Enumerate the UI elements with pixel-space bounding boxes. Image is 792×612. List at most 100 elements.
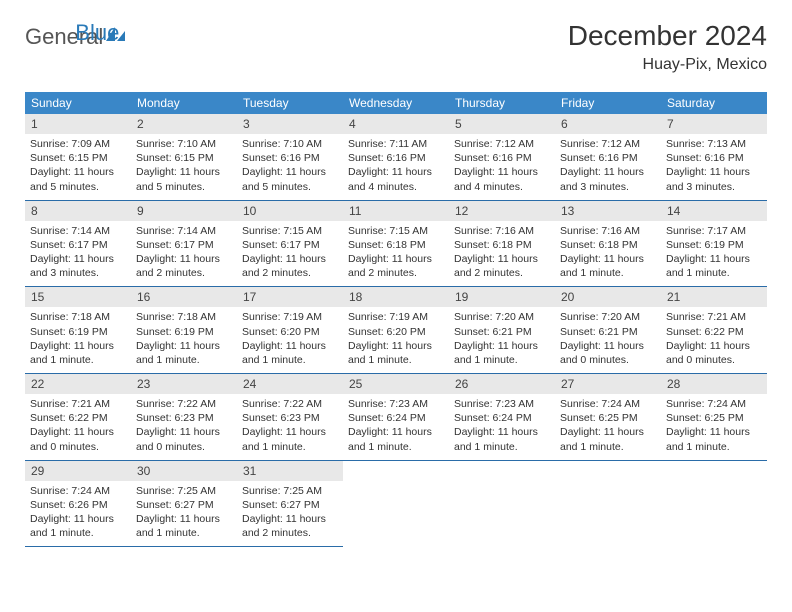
- day-details: Sunrise: 7:18 AMSunset: 6:19 PMDaylight:…: [131, 307, 237, 373]
- day-details: Sunrise: 7:11 AMSunset: 6:16 PMDaylight:…: [343, 134, 449, 200]
- day-number: 10: [237, 201, 343, 221]
- day-number: 22: [25, 374, 131, 394]
- calendar-week-row: 29Sunrise: 7:24 AMSunset: 6:26 PMDayligh…: [25, 460, 767, 547]
- day-number: 17: [237, 287, 343, 307]
- day-number: 14: [661, 201, 767, 221]
- weekday-header: Sunday: [25, 92, 131, 114]
- calendar-table: SundayMondayTuesdayWednesdayThursdayFrid…: [25, 92, 767, 547]
- calendar-day-cell: 24Sunrise: 7:22 AMSunset: 6:23 PMDayligh…: [237, 374, 343, 461]
- calendar-day-cell: 23Sunrise: 7:22 AMSunset: 6:23 PMDayligh…: [131, 374, 237, 461]
- day-details: Sunrise: 7:13 AMSunset: 6:16 PMDaylight:…: [661, 134, 767, 200]
- day-number: 6: [555, 114, 661, 134]
- day-number: 24: [237, 374, 343, 394]
- calendar-week-row: 1Sunrise: 7:09 AMSunset: 6:15 PMDaylight…: [25, 114, 767, 200]
- day-details: Sunrise: 7:10 AMSunset: 6:16 PMDaylight:…: [237, 134, 343, 200]
- calendar-day-cell: 25Sunrise: 7:23 AMSunset: 6:24 PMDayligh…: [343, 374, 449, 461]
- calendar-day-cell: 11Sunrise: 7:15 AMSunset: 6:18 PMDayligh…: [343, 200, 449, 287]
- calendar-day-cell: 13Sunrise: 7:16 AMSunset: 6:18 PMDayligh…: [555, 200, 661, 287]
- day-number: 19: [449, 287, 555, 307]
- weekday-header: Tuesday: [237, 92, 343, 114]
- day-details: Sunrise: 7:21 AMSunset: 6:22 PMDaylight:…: [661, 307, 767, 373]
- day-details: Sunrise: 7:24 AMSunset: 6:26 PMDaylight:…: [25, 481, 131, 547]
- day-number: 15: [25, 287, 131, 307]
- calendar-day-cell: [343, 460, 449, 547]
- calendar-day-cell: 3Sunrise: 7:10 AMSunset: 6:16 PMDaylight…: [237, 114, 343, 200]
- day-details: Sunrise: 7:23 AMSunset: 6:24 PMDaylight:…: [343, 394, 449, 460]
- day-details: Sunrise: 7:22 AMSunset: 6:23 PMDaylight:…: [237, 394, 343, 460]
- calendar-day-cell: 6Sunrise: 7:12 AMSunset: 6:16 PMDaylight…: [555, 114, 661, 200]
- day-number: 21: [661, 287, 767, 307]
- day-number: 9: [131, 201, 237, 221]
- calendar-day-cell: 9Sunrise: 7:14 AMSunset: 6:17 PMDaylight…: [131, 200, 237, 287]
- calendar-day-cell: 7Sunrise: 7:13 AMSunset: 6:16 PMDaylight…: [661, 114, 767, 200]
- day-number: 7: [661, 114, 767, 134]
- calendar-day-cell: 10Sunrise: 7:15 AMSunset: 6:17 PMDayligh…: [237, 200, 343, 287]
- day-details: Sunrise: 7:23 AMSunset: 6:24 PMDaylight:…: [449, 394, 555, 460]
- day-number: 25: [343, 374, 449, 394]
- day-number: 2: [131, 114, 237, 134]
- calendar-day-cell: 26Sunrise: 7:23 AMSunset: 6:24 PMDayligh…: [449, 374, 555, 461]
- day-details: Sunrise: 7:20 AMSunset: 6:21 PMDaylight:…: [555, 307, 661, 373]
- day-number: 28: [661, 374, 767, 394]
- calendar-week-row: 22Sunrise: 7:21 AMSunset: 6:22 PMDayligh…: [25, 374, 767, 461]
- day-number: 30: [131, 461, 237, 481]
- calendar-body: 1Sunrise: 7:09 AMSunset: 6:15 PMDaylight…: [25, 114, 767, 547]
- calendar-day-cell: 8Sunrise: 7:14 AMSunset: 6:17 PMDaylight…: [25, 200, 131, 287]
- title-block: December 2024 Huay-Pix, Mexico: [568, 20, 767, 74]
- day-details: Sunrise: 7:24 AMSunset: 6:25 PMDaylight:…: [661, 394, 767, 460]
- weekday-header: Wednesday: [343, 92, 449, 114]
- calendar-day-cell: 2Sunrise: 7:10 AMSunset: 6:15 PMDaylight…: [131, 114, 237, 200]
- calendar-day-cell: 22Sunrise: 7:21 AMSunset: 6:22 PMDayligh…: [25, 374, 131, 461]
- day-details: Sunrise: 7:18 AMSunset: 6:19 PMDaylight:…: [25, 307, 131, 373]
- calendar-day-cell: [555, 460, 661, 547]
- weekday-header: Thursday: [449, 92, 555, 114]
- calendar-day-cell: 27Sunrise: 7:24 AMSunset: 6:25 PMDayligh…: [555, 374, 661, 461]
- day-number: 20: [555, 287, 661, 307]
- weekday-header: Monday: [131, 92, 237, 114]
- day-details: Sunrise: 7:21 AMSunset: 6:22 PMDaylight:…: [25, 394, 131, 460]
- day-details: Sunrise: 7:12 AMSunset: 6:16 PMDaylight:…: [449, 134, 555, 200]
- day-details: Sunrise: 7:12 AMSunset: 6:16 PMDaylight:…: [555, 134, 661, 200]
- day-details: Sunrise: 7:15 AMSunset: 6:18 PMDaylight:…: [343, 221, 449, 287]
- day-details: Sunrise: 7:24 AMSunset: 6:25 PMDaylight:…: [555, 394, 661, 460]
- calendar-day-cell: 14Sunrise: 7:17 AMSunset: 6:19 PMDayligh…: [661, 200, 767, 287]
- day-number: 1: [25, 114, 131, 134]
- weekday-header: Friday: [555, 92, 661, 114]
- location: Huay-Pix, Mexico: [568, 56, 767, 74]
- calendar-day-cell: 1Sunrise: 7:09 AMSunset: 6:15 PMDaylight…: [25, 114, 131, 200]
- day-details: Sunrise: 7:19 AMSunset: 6:20 PMDaylight:…: [237, 307, 343, 373]
- day-number: 18: [343, 287, 449, 307]
- calendar-day-cell: 31Sunrise: 7:25 AMSunset: 6:27 PMDayligh…: [237, 460, 343, 547]
- calendar-week-row: 8Sunrise: 7:14 AMSunset: 6:17 PMDaylight…: [25, 200, 767, 287]
- header: General Blue December 2024 Huay-Pix, Mex…: [25, 20, 767, 74]
- day-details: Sunrise: 7:17 AMSunset: 6:19 PMDaylight:…: [661, 221, 767, 287]
- day-details: Sunrise: 7:20 AMSunset: 6:21 PMDaylight:…: [449, 307, 555, 373]
- day-number: 3: [237, 114, 343, 134]
- day-number: 4: [343, 114, 449, 134]
- day-details: Sunrise: 7:14 AMSunset: 6:17 PMDaylight:…: [131, 221, 237, 287]
- weekday-header: Saturday: [661, 92, 767, 114]
- calendar-day-cell: 4Sunrise: 7:11 AMSunset: 6:16 PMDaylight…: [343, 114, 449, 200]
- day-number: 31: [237, 461, 343, 481]
- day-details: Sunrise: 7:19 AMSunset: 6:20 PMDaylight:…: [343, 307, 449, 373]
- day-details: Sunrise: 7:15 AMSunset: 6:17 PMDaylight:…: [237, 221, 343, 287]
- logo: General Blue: [25, 20, 175, 50]
- calendar-day-cell: 21Sunrise: 7:21 AMSunset: 6:22 PMDayligh…: [661, 287, 767, 374]
- calendar-day-cell: [449, 460, 555, 547]
- day-details: Sunrise: 7:10 AMSunset: 6:15 PMDaylight:…: [131, 134, 237, 200]
- weekday-header-row: SundayMondayTuesdayWednesdayThursdayFrid…: [25, 92, 767, 114]
- calendar-day-cell: 19Sunrise: 7:20 AMSunset: 6:21 PMDayligh…: [449, 287, 555, 374]
- calendar-day-cell: 29Sunrise: 7:24 AMSunset: 6:26 PMDayligh…: [25, 460, 131, 547]
- calendar-day-cell: 18Sunrise: 7:19 AMSunset: 6:20 PMDayligh…: [343, 287, 449, 374]
- day-details: Sunrise: 7:16 AMSunset: 6:18 PMDaylight:…: [449, 221, 555, 287]
- day-details: Sunrise: 7:25 AMSunset: 6:27 PMDaylight:…: [237, 481, 343, 547]
- day-number: 29: [25, 461, 131, 481]
- calendar-day-cell: 20Sunrise: 7:20 AMSunset: 6:21 PMDayligh…: [555, 287, 661, 374]
- page-title: December 2024: [568, 20, 767, 52]
- day-number: 8: [25, 201, 131, 221]
- calendar-day-cell: 28Sunrise: 7:24 AMSunset: 6:25 PMDayligh…: [661, 374, 767, 461]
- calendar-day-cell: [661, 460, 767, 547]
- calendar-day-cell: 30Sunrise: 7:25 AMSunset: 6:27 PMDayligh…: [131, 460, 237, 547]
- day-number: 11: [343, 201, 449, 221]
- day-number: 16: [131, 287, 237, 307]
